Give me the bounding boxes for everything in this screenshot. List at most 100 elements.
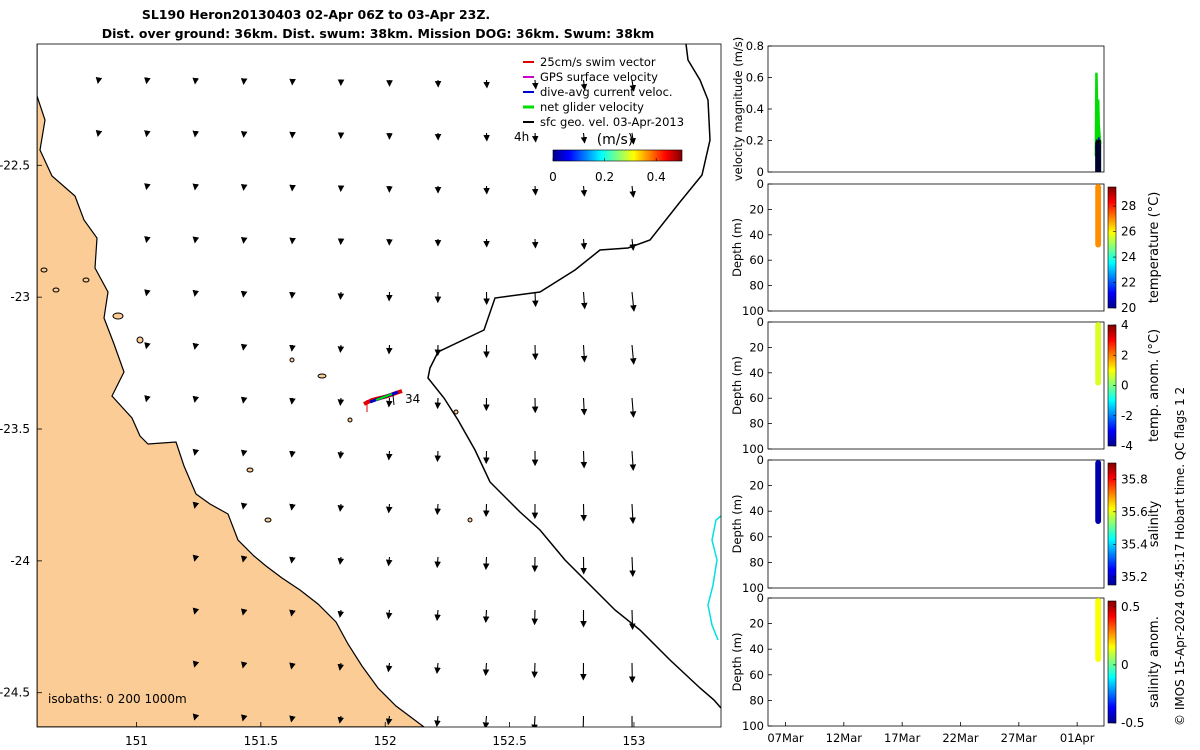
- current-arrow: [434, 662, 441, 675]
- current-arrow: [434, 715, 441, 727]
- island: [289, 357, 295, 363]
- panel-colorbar: [1107, 186, 1117, 309]
- current-arrow: [531, 715, 538, 727]
- current-arrow: [337, 450, 345, 459]
- panel-ytick-label: 80: [749, 279, 764, 293]
- current-arrow: [385, 450, 393, 461]
- current-arrow: [144, 130, 151, 138]
- panel-1: velocity magnitude (m/s) 0 0.2 0.4 0.6 0.8: [731, 37, 1105, 182]
- map-colorbar-label: (m/s): [597, 132, 634, 148]
- panel-ytick-label: 0.2: [746, 134, 764, 148]
- land-polygon: [37, 44, 425, 727]
- panel-ytick-label: 20: [749, 202, 764, 216]
- panel-ytick-label: 100: [742, 442, 764, 456]
- current-arrow: [289, 662, 296, 670]
- current-arrow: [629, 609, 636, 631]
- panel-ylabel: Depth (m): [730, 633, 744, 692]
- panel-5: Depth (m) 0 20 40 60 80 100 -0.5 0 0.5 salinity an…: [730, 591, 1162, 733]
- panel-colorbar-tick-label: 35.4: [1121, 537, 1148, 551]
- current-arrow: [629, 238, 636, 251]
- panel-ylabel: Depth (m): [730, 495, 744, 554]
- current-arrow: [240, 661, 248, 669]
- island: [246, 467, 254, 473]
- map-colorbar-tick-label: 0.4: [647, 170, 666, 184]
- map-colorbar-ticks: 0 0.2 0.4: [549, 158, 666, 184]
- panel-colorbar-tick-label: -0.5: [1121, 716, 1144, 730]
- legend-label-net: net glider velocity: [540, 100, 644, 114]
- panel-frame: [767, 321, 1105, 450]
- current-arrow: [289, 450, 296, 458]
- panel-ytick-label: 20: [749, 479, 764, 493]
- panel-colorbar-tick-label: 26: [1121, 225, 1136, 239]
- current-arrow: [629, 79, 637, 92]
- panel-3: Depth (m) 0 20 40 60 80 100 -4 -2 0 2 4 temp. anom. …: [730, 315, 1162, 456]
- panel-ytick-label: 0: [757, 177, 764, 191]
- current-arrow: [630, 291, 637, 312]
- current-arrow: [580, 291, 588, 310]
- current-arrow: [240, 396, 248, 404]
- panel-frame: [767, 45, 1105, 173]
- island: [52, 287, 60, 293]
- panel-ytick-label: 40: [749, 504, 764, 518]
- current-arrow: [482, 556, 490, 571]
- panel-ytick-label: 0: [757, 165, 764, 179]
- current-arrow: [192, 236, 200, 244]
- current-arrow: [580, 238, 588, 250]
- current-arrow: [434, 450, 442, 463]
- current-arrow: [629, 397, 637, 418]
- current-arrow: [482, 662, 490, 677]
- current-arrow: [580, 450, 588, 469]
- current-arrow: [629, 503, 637, 525]
- panel-ytick-label: 20: [749, 340, 764, 354]
- panel-colorbar-tick-label: 0: [1121, 379, 1129, 393]
- island: [317, 373, 327, 379]
- panel-colorbar-tick-label: 24: [1121, 250, 1136, 264]
- glider-track: [363, 389, 403, 412]
- imos-credit: © IMOS 15-Apr-2024 05:45:17 Hobart time.…: [1173, 387, 1187, 726]
- net-track: [375, 393, 393, 401]
- current-arrow: [240, 343, 248, 351]
- panel-ytick-label: 20: [749, 617, 764, 631]
- panel-ylabel: velocity magnitude (m/s): [731, 37, 745, 182]
- current-arrow: [531, 79, 539, 90]
- panel-colorbar-tick-label: 35.6: [1121, 505, 1148, 519]
- current-arrow: [580, 344, 588, 363]
- current-arrow: [337, 344, 345, 354]
- current-arrow: [434, 503, 441, 516]
- islands: [40, 267, 473, 523]
- current-arrow: [144, 395, 151, 403]
- current-arrow: [580, 185, 588, 197]
- profile-block: [1095, 184, 1102, 248]
- panel-colorbar-tick-label: 0.5: [1121, 600, 1140, 614]
- current-arrow: [192, 501, 200, 509]
- panel-ytick-label: 60: [749, 530, 764, 544]
- isobath-200m: [707, 515, 721, 641]
- panel-colorbar-label: temperature (°C): [1147, 192, 1162, 304]
- panel-colorbar-tick-label: -2: [1121, 409, 1133, 423]
- profile-block: [1095, 460, 1102, 524]
- hours-label: 4h: [514, 130, 529, 144]
- panel-ytick-label: 80: [749, 693, 764, 707]
- map-frame: [36, 43, 722, 728]
- current-arrow: [192, 289, 200, 297]
- current-arrow: [337, 662, 345, 671]
- panel-ytick-label: 60: [749, 668, 764, 682]
- panel-colorbar-tick-label: 2: [1121, 348, 1129, 362]
- current-arrow: [192, 554, 200, 562]
- current-arrow: [192, 448, 200, 456]
- current-arrow: [385, 556, 393, 567]
- current-arrow: [337, 397, 345, 406]
- map-ytick-label: -22.5: [0, 158, 30, 172]
- panel-ytick-label: 40: [749, 228, 764, 242]
- current-arrow: [386, 344, 393, 355]
- panel-ytick-label: 0.4: [746, 102, 764, 116]
- panel-ylabel: Depth (m): [730, 356, 744, 415]
- current-arrow: [580, 79, 588, 91]
- current-arrow: [289, 715, 296, 723]
- panel-frame: [767, 183, 1105, 312]
- track-label: 34: [405, 392, 420, 406]
- time-tick-label: 27Mar: [1001, 731, 1038, 745]
- panel-ytick-label: 60: [749, 391, 764, 405]
- current-arrow: [289, 291, 296, 299]
